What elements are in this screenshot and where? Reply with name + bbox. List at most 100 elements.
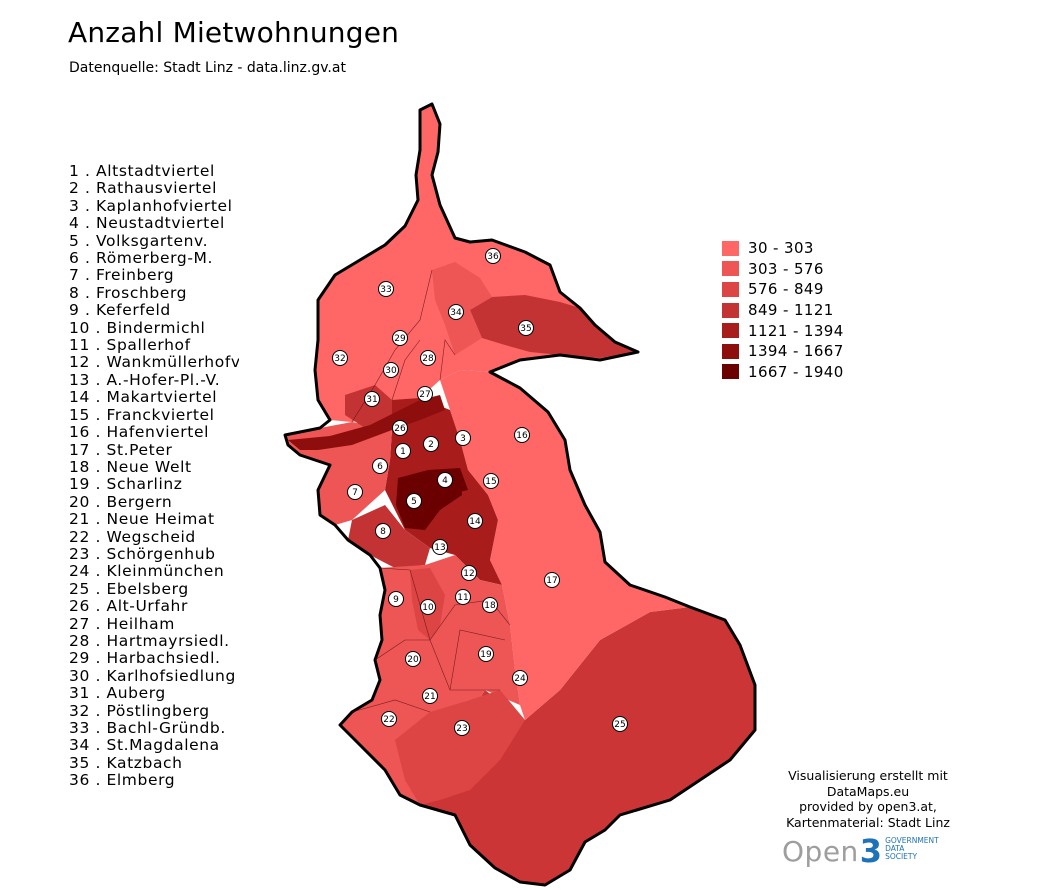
district-marker[interactable]: 9: [388, 591, 404, 607]
district-marker-label: 25: [614, 720, 625, 730]
district-marker-label: 34: [450, 308, 462, 318]
legend-swatch: [722, 261, 739, 277]
legend-swatch: [722, 364, 739, 380]
district-marker[interactable]: 24: [512, 670, 528, 686]
district-list-item: 36 . Elmberg: [69, 771, 176, 790]
district-marker-circle: [392, 330, 408, 346]
district-marker[interactable]: 33: [378, 281, 394, 297]
district-list-item: 1 . Altstadtviertel: [69, 163, 215, 180]
district-list-item: 27 . Heilham: [69, 614, 175, 633]
district-marker[interactable]: 4: [437, 472, 453, 488]
district-marker[interactable]: 18: [482, 597, 498, 613]
legend-label: 1121 - 1394: [748, 321, 844, 340]
district-list-item: 17 . St.Peter: [69, 440, 173, 459]
district-marker-label: 4: [442, 476, 448, 486]
district-list-item: 4 . Neustadtviertel: [69, 214, 225, 233]
district-marker-circle: [461, 565, 477, 581]
district-marker[interactable]: 13: [432, 539, 448, 555]
district-marker-label: 12: [463, 569, 474, 579]
district-list-item: 23 . Schörgenhub: [69, 544, 216, 563]
region-schoergenhub[interactable]: [395, 690, 525, 805]
district-marker[interactable]: 20: [405, 651, 421, 667]
legend: 30 - 303 303 - 576 576 - 849 849 - 1121 …: [722, 238, 844, 382]
district-list-item: 7 . Freinberg: [69, 266, 175, 285]
district-marker-label: 29: [394, 334, 406, 344]
district-marker-label: 27: [419, 390, 430, 400]
district-list-item: 14 . Makartviertel: [69, 388, 218, 407]
district-marker-circle: [512, 670, 528, 686]
district-marker-label: 24: [514, 674, 526, 684]
district-marker[interactable]: 21: [422, 688, 438, 704]
district-marker[interactable]: 17: [544, 572, 560, 588]
credits: Visualisierung erstellt mit DataMaps.eu …: [768, 768, 968, 830]
district-marker[interactable]: 14: [467, 513, 483, 529]
inner-border: [351, 699, 431, 713]
district-marker-label: 8: [380, 527, 386, 537]
district-marker[interactable]: 6: [372, 458, 388, 474]
legend-label: 576 - 849: [748, 280, 824, 299]
district-marker[interactable]: 28: [420, 350, 436, 366]
district-marker[interactable]: 16: [514, 427, 530, 443]
district-marker[interactable]: 34: [448, 304, 464, 320]
district-marker-circle: [437, 472, 453, 488]
district-marker-circle: [381, 711, 397, 727]
district-marker[interactable]: 12: [461, 565, 477, 581]
district-list-item: 5 . Volksgartenv.: [69, 231, 209, 250]
district-marker-circle: [482, 597, 498, 613]
legend-swatch: [722, 323, 739, 339]
district-marker-label: 21: [424, 692, 435, 702]
district-marker[interactable]: 35: [518, 320, 534, 336]
open3-tagline-line: SOCIETY: [885, 852, 918, 861]
district-marker[interactable]: 5: [406, 493, 422, 509]
district-list-item: 11 . Spallerhof: [69, 336, 191, 355]
district-marker-label: 14: [469, 517, 481, 527]
district-list-item: 6 . Römerberg-M.: [69, 249, 214, 268]
district-marker[interactable]: 19: [478, 646, 494, 662]
open3-logo-tagline: GOVERNMENT DATA SOCIETY: [885, 837, 939, 861]
district-marker-circle: [347, 484, 363, 500]
legend-label: 30 - 303: [748, 239, 814, 258]
district-marker[interactable]: 10: [420, 599, 436, 615]
district-marker[interactable]: 1: [395, 443, 411, 459]
legend-swatch: [722, 343, 739, 359]
district-marker-circle: [455, 430, 471, 446]
district-marker-label: 5: [411, 497, 417, 507]
district-marker-label: 11: [457, 593, 468, 603]
district-marker[interactable]: 31: [364, 391, 380, 407]
region-southwest[interactable]: [340, 555, 520, 805]
district-marker[interactable]: 36: [485, 248, 501, 264]
district-list-item: 16 . Hafenviertel: [69, 423, 209, 442]
district-marker-label: 6: [377, 462, 383, 472]
region-ebelsberg[interactable]: [420, 607, 755, 885]
legend-label: 303 - 576: [748, 259, 824, 278]
region-alt-urfahr[interactable]: [288, 395, 445, 450]
district-marker[interactable]: 26: [392, 420, 408, 436]
district-marker[interactable]: 23: [454, 720, 470, 736]
district-marker[interactable]: 11: [455, 589, 471, 605]
district-marker[interactable]: 30: [383, 362, 399, 378]
region-auberg[interactable]: [345, 385, 392, 430]
district-marker[interactable]: 3: [455, 430, 471, 446]
district-marker[interactable]: 15: [483, 473, 499, 489]
region-katzbach[interactable]: [470, 295, 635, 358]
legend-label: 1667 - 1940: [748, 362, 844, 381]
district-marker-circle: [364, 391, 380, 407]
district-marker[interactable]: 22: [381, 711, 397, 727]
open3-logo[interactable]: Open 3 GOVERNMENT DATA SOCIETY: [782, 832, 939, 870]
district-marker[interactable]: 29: [392, 330, 408, 346]
district-marker[interactable]: 32: [332, 350, 348, 366]
district-marker-label: 7: [352, 488, 358, 498]
district-marker[interactable]: 27: [417, 386, 433, 402]
district-marker[interactable]: 2: [423, 436, 439, 452]
legend-item: 30 - 303: [722, 238, 844, 259]
credits-line: Kartenmaterial: Stadt Linz: [786, 814, 950, 830]
district-marker-circle: [544, 572, 560, 588]
district-marker[interactable]: 25: [612, 716, 628, 732]
legend-label: 849 - 1121: [748, 301, 834, 320]
region-st-peter[interactable]: [440, 370, 690, 720]
district-marker-label: 16: [516, 431, 528, 441]
district-marker[interactable]: 8: [375, 523, 391, 539]
district-list-item: 2 . Rathausviertel: [69, 179, 217, 198]
legend-item: 303 - 576: [722, 259, 844, 280]
district-marker[interactable]: 7: [347, 484, 363, 500]
